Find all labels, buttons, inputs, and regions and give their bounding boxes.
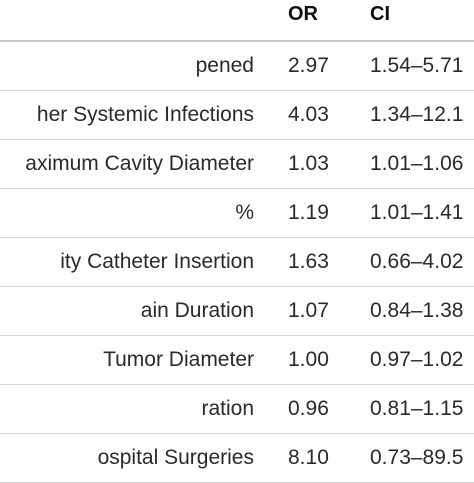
row-variable: % [235, 201, 254, 224]
row-variable: her Systemic Infections [36, 103, 254, 126]
table-row: pened 2.97 1.54–5.71 [0, 42, 474, 91]
header-or: OR [288, 3, 318, 25]
row-variable: ain Duration [140, 299, 254, 322]
row-or-value: 1.19 [288, 201, 329, 224]
header-ci: CI [370, 3, 390, 25]
row-ci-value: 1.01–1.41 [370, 201, 464, 224]
table-row: ospital Surgeries 8.10 0.73–89.5 [0, 434, 474, 483]
row-or-value: 4.03 [288, 103, 329, 126]
table-row: % 1.19 1.01–1.41 [0, 189, 474, 238]
row-ci-value: 1.34–12.1 [370, 103, 464, 126]
row-variable: ospital Surgeries [97, 446, 254, 469]
row-variable: ity Catheter Insertion [60, 250, 254, 273]
table-row: Tumor Diameter 1.00 0.97–1.02 [0, 336, 474, 385]
row-variable: Tumor Diameter [103, 348, 254, 371]
table-row: aximum Cavity Diameter 1.03 1.01–1.06 [0, 140, 474, 189]
row-or-value: 8.10 [288, 446, 329, 469]
row-or-value: 0.96 [288, 397, 329, 420]
row-variable: aximum Cavity Diameter [25, 152, 254, 175]
table-row: ity Catheter Insertion 1.63 0.66–4.02 [0, 238, 474, 287]
row-or-value: 1.07 [288, 299, 329, 322]
row-ci-value: 0.66–4.02 [370, 250, 464, 273]
table-row: ration 0.96 0.81–1.15 [0, 385, 474, 434]
row-or-value: 1.63 [288, 250, 329, 273]
row-ci-value: 0.73–89.5 [370, 446, 464, 469]
table-header-row: OR CI [0, 0, 474, 42]
table-row: her Systemic Infections 4.03 1.34–12.1 [0, 91, 474, 140]
row-variable: pened [195, 54, 254, 77]
row-ci-value: 0.81–1.15 [370, 397, 464, 420]
table-row: ain Duration 1.07 0.84–1.38 [0, 287, 474, 336]
row-or-value: 1.03 [288, 152, 329, 175]
row-or-value: 2.97 [288, 54, 329, 77]
row-ci-value: 1.54–5.71 [370, 54, 464, 77]
row-ci-value: 1.01–1.06 [370, 152, 464, 175]
row-ci-value: 0.97–1.02 [370, 348, 464, 371]
row-ci-value: 0.84–1.38 [370, 299, 464, 322]
row-variable: ration [201, 397, 254, 420]
row-or-value: 1.00 [288, 348, 329, 371]
